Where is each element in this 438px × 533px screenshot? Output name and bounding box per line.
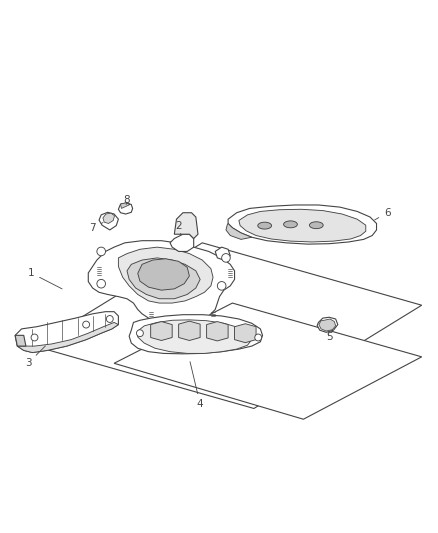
- Ellipse shape: [257, 222, 271, 229]
- Polygon shape: [35, 243, 421, 408]
- Circle shape: [97, 247, 105, 256]
- Polygon shape: [318, 319, 335, 331]
- Polygon shape: [138, 259, 189, 290]
- Polygon shape: [120, 203, 130, 208]
- Polygon shape: [99, 212, 118, 230]
- Polygon shape: [215, 247, 230, 260]
- Ellipse shape: [283, 221, 297, 228]
- Ellipse shape: [309, 222, 322, 229]
- Polygon shape: [238, 209, 365, 242]
- Polygon shape: [174, 213, 198, 239]
- Polygon shape: [88, 241, 234, 325]
- Text: 1: 1: [28, 268, 62, 289]
- Polygon shape: [228, 205, 376, 244]
- Polygon shape: [118, 247, 212, 303]
- Polygon shape: [226, 223, 251, 239]
- Polygon shape: [118, 203, 132, 214]
- Circle shape: [82, 321, 89, 328]
- Polygon shape: [127, 258, 200, 299]
- Circle shape: [254, 334, 261, 341]
- Polygon shape: [316, 317, 337, 332]
- Text: 2: 2: [175, 221, 181, 234]
- Text: 6: 6: [374, 208, 390, 220]
- Polygon shape: [178, 321, 200, 341]
- Circle shape: [97, 279, 105, 288]
- Polygon shape: [234, 324, 255, 343]
- Text: 7: 7: [89, 223, 103, 233]
- Polygon shape: [206, 321, 228, 341]
- Text: 3: 3: [25, 346, 46, 368]
- Polygon shape: [129, 314, 262, 354]
- Circle shape: [136, 330, 143, 337]
- Text: 5: 5: [325, 333, 332, 343]
- Circle shape: [217, 281, 226, 290]
- Polygon shape: [15, 312, 118, 352]
- Polygon shape: [17, 322, 118, 352]
- Polygon shape: [114, 303, 421, 419]
- Text: 8: 8: [124, 195, 130, 205]
- Polygon shape: [102, 213, 114, 223]
- Polygon shape: [15, 335, 26, 346]
- Circle shape: [31, 334, 38, 341]
- Polygon shape: [150, 321, 172, 341]
- Text: 4: 4: [190, 362, 203, 409]
- Circle shape: [106, 316, 113, 322]
- Polygon shape: [170, 234, 193, 252]
- Polygon shape: [138, 320, 251, 353]
- Circle shape: [221, 254, 230, 262]
